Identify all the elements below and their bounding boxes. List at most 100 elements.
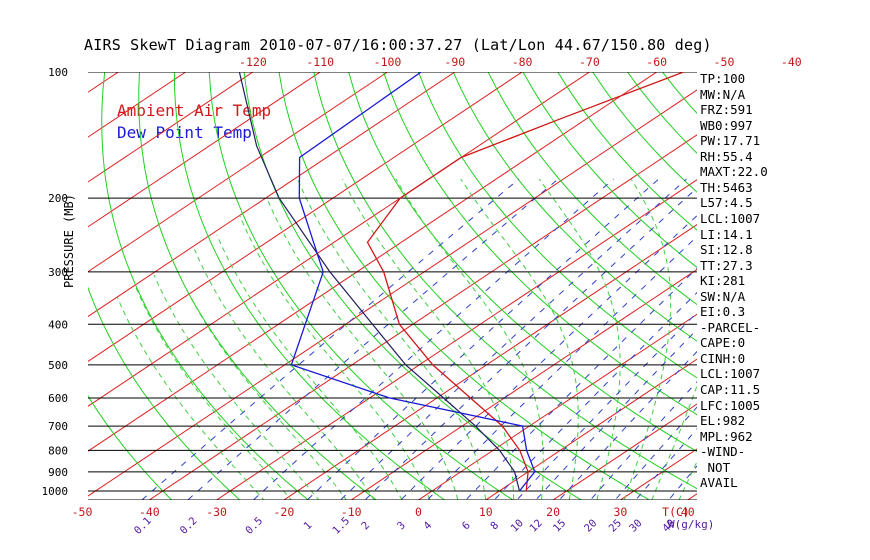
dry-adiabat-line [522,72,697,269]
bottom-temp-tick-label: 0 [415,505,422,519]
moist-adiabat-line [134,286,292,500]
index-line: FRZ:591 [700,102,753,118]
isotherm-line [552,403,697,500]
pressure-tick-label: 500 [48,359,68,372]
top-temp-tick-label: -40 [781,55,802,69]
mixing-ratio-tick-label: 25 [607,517,624,534]
index-line: AVAIL [700,475,738,491]
mixing-ratio-tick-label: 20 [582,517,599,534]
dewpoint-profile-line [290,72,536,492]
index-line: SI:12.8 [700,242,753,258]
moist-adiabat-line [194,249,375,500]
index-line: MW:N/A [700,86,746,102]
bottom-temp-tick-label: -20 [274,505,295,519]
mixing-ratio-tick-label: 2 [359,519,372,532]
bottom-temp-tick-label: 20 [546,505,560,519]
dry-adiabat-line [661,72,697,115]
isotherm-line [417,313,697,500]
top-temp-tick-label: -120 [239,55,267,69]
mixing-ratio-tick-label: 12 [527,517,544,534]
index-line: NOT [700,459,731,475]
moist-adiabat-line [173,262,348,500]
mixing-ratio-tick-label: 6 [460,519,473,532]
index-line: EI:0.3 [700,304,746,320]
mixing-ratio-line [535,328,697,500]
dry-adiabat-line [138,72,378,500]
bottom-temp-tick-label: 40 [681,505,695,519]
moist-adiabat-line [460,178,579,500]
index-line: TT:27.3 [700,257,753,273]
index-line: LCL:1007 [700,210,761,226]
y-axis-label: PRESSURE (MB) [62,194,76,288]
isotherm-line [88,72,524,363]
mixing-ratio-tick-label: 40 [660,517,677,534]
top-temp-tick-label: -110 [306,55,334,69]
top-temp-tick-label: -80 [512,55,533,69]
top-temp-tick-label: -70 [579,55,600,69]
mixing-ratio-tick-label: 4 [421,519,434,532]
moist-adiabat-line [239,215,431,500]
index-line: CAPE:0 [700,335,746,351]
pressure-tick-label: 600 [48,392,68,405]
index-line: L57:4.5 [700,195,753,211]
mixing-ratio-line [339,178,687,500]
pressure-tick-label: 900 [48,466,68,479]
mixing-ratio-tick-label: 8 [488,519,501,532]
index-line: -WIND- [700,444,746,460]
dry-adiabat-line [784,53,870,509]
pressure-tick-label: 700 [48,420,68,433]
index-line: CINH:0 [700,350,746,366]
index-line: MPL:962 [700,428,753,444]
dry-adiabat-line [313,72,697,490]
dry-adiabat-line [382,72,697,416]
parcel-profile-line [238,72,521,492]
moist-adiabat-line [266,197,459,500]
isotherm-line [88,72,658,452]
moist-adiabat-line [153,274,320,500]
bottom-temp-tick-label: -50 [72,505,93,519]
index-line: TP:100 [700,71,746,86]
index-line: LI:14.1 [700,226,753,242]
mixing-ratio-line [252,178,614,500]
top-temp-tick-label: -60 [646,55,667,69]
dry-adiabat-line [851,53,870,509]
mixing-ratio-unit-label: W(g/kg) [668,518,714,531]
moist-adiabat-line [297,178,487,500]
moist-adiabat-line [342,178,515,500]
isotherm-line [484,358,697,500]
dry-adiabat-line [750,53,870,509]
index-line: PW:17.71 [700,133,761,149]
bottom-temp-tick-label: 30 [613,505,627,519]
legend-ambient-air-temp: Ambient Air Temp [117,101,272,120]
chart-title: AIRS SkewT Diagram 2010-07-07/16:00:37.2… [84,36,712,54]
dry-adiabat-line [208,72,514,500]
top-temp-tick-label: -90 [444,55,465,69]
top-temp-tick-label: -100 [374,55,402,69]
pressure-tick-label: 800 [48,444,68,457]
moist-adiabat-line [216,234,403,500]
index-line: MAXT:22.0 [700,164,768,180]
top-temp-tick-label: -50 [714,55,735,69]
isotherm-line [686,493,697,500]
dry-adiabat-line [243,72,583,500]
dry-adiabat-line [88,286,241,500]
bottom-temp-tick-label: -40 [139,505,160,519]
bottom-temp-tick-label: -30 [206,505,227,519]
mixing-ratio-line [668,465,697,500]
mixing-ratio-line [306,178,660,500]
mixing-ratio-line [141,178,520,500]
index-line: -PARCEL- [700,319,761,335]
pressure-tick-label: 100 [48,66,68,79]
dry-adiabat-line [101,72,309,500]
moist-adiabat-line [395,178,544,500]
mixing-ratio-line [493,291,697,500]
index-line: LFC:1005 [700,397,761,413]
moist-adiabat-line [623,178,672,500]
index-line: EL:982 [700,413,746,429]
dry-adiabat-line [452,72,697,342]
dry-adiabat-line [88,395,173,500]
index-line: CAP:11.5 [700,382,761,397]
isotherm-line [0,52,14,520]
bottom-axis-unit-label: T(C) [662,505,690,519]
